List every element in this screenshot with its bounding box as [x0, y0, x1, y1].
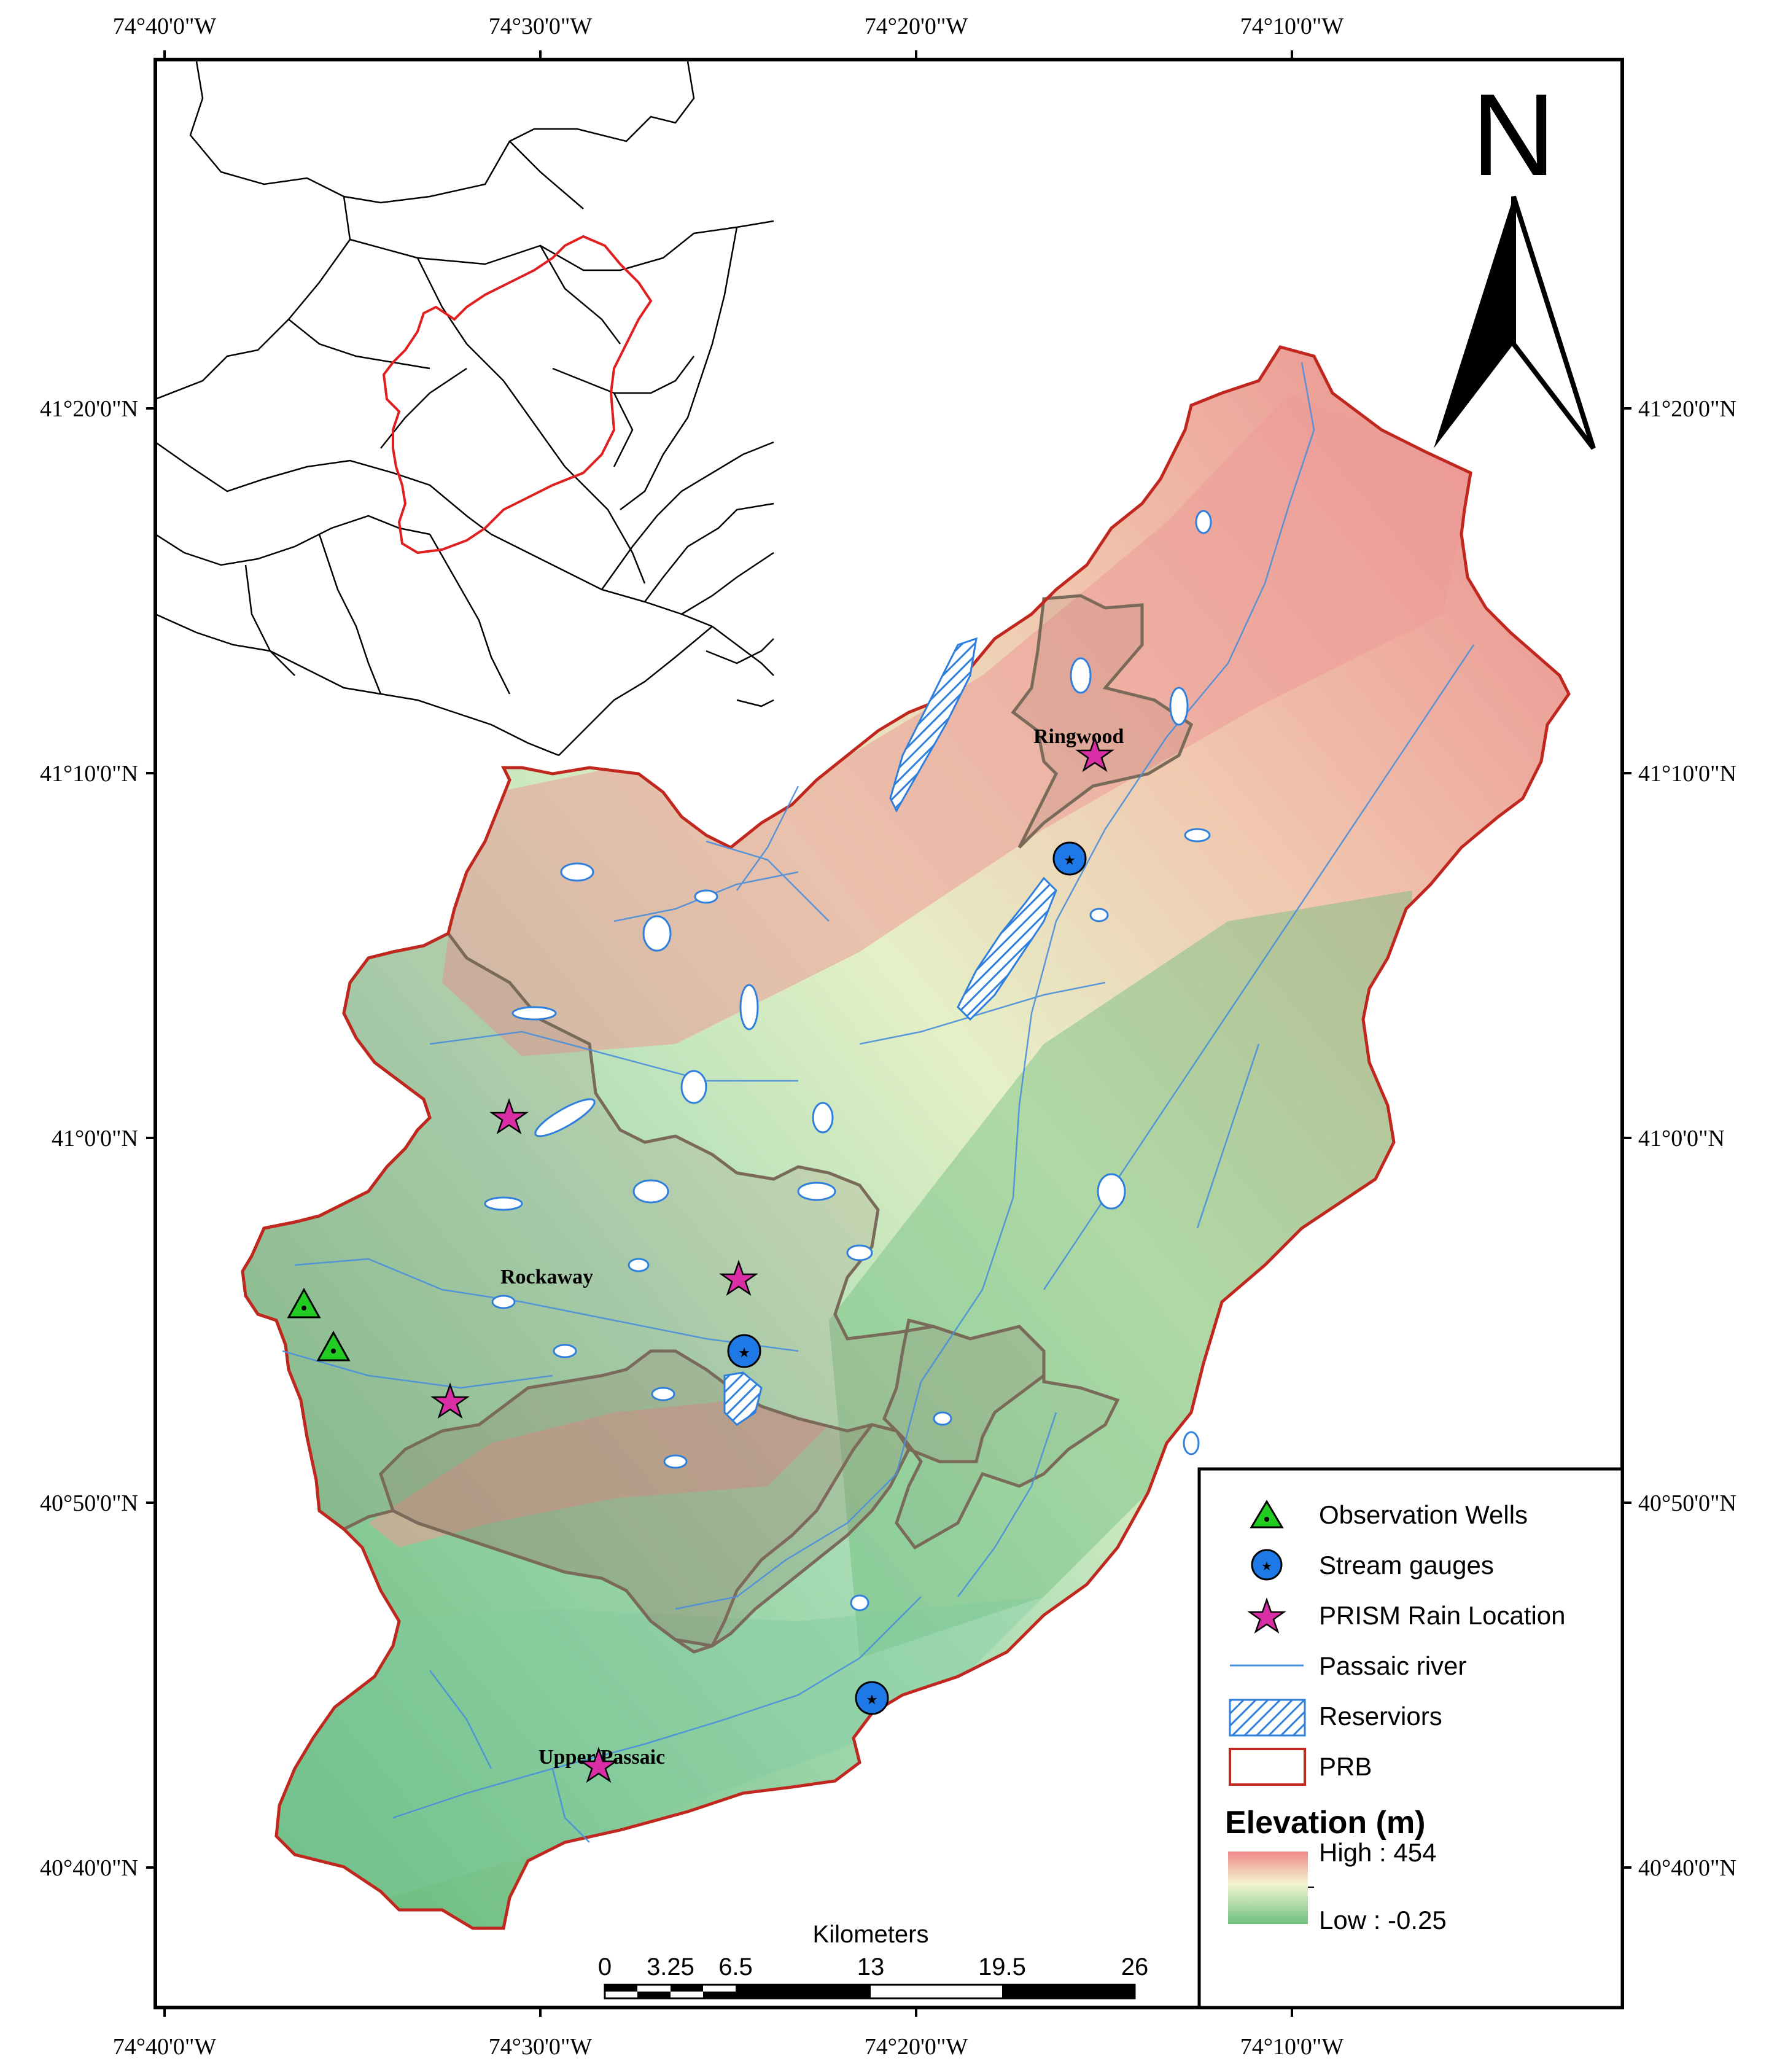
scale-tick-0: 0: [598, 1953, 612, 1980]
scale-tick-3: 13: [857, 1953, 885, 1980]
scale-tick-4: 19.5: [978, 1953, 1026, 1980]
lon-label-top-3: 74°20'0"W: [865, 14, 968, 39]
legend-high-label: High : 454: [1319, 1838, 1436, 1867]
svg-text:★: ★: [738, 1345, 750, 1360]
place-label-rockaway: Rockaway: [500, 1266, 593, 1288]
legend-prb-icon: [1229, 1748, 1306, 1786]
scale-tick-2: 6.5: [718, 1953, 753, 1980]
lat-label-left-1: 41°20'0"N: [40, 396, 138, 422]
prism-rain-markers: [430, 736, 1114, 1783]
lat-label-right-4: 40°50'0"N: [1638, 1490, 1736, 1516]
legend-low-label: Low : -0.25: [1319, 1906, 1447, 1934]
observation-well-markers: [287, 1287, 351, 1361]
lat-label-left-3: 41°0'0"N: [52, 1126, 138, 1151]
scale-tick-1: 3.25: [647, 1953, 694, 1980]
lon-label-top-4: 74°10'0"W: [1240, 14, 1344, 39]
reservoirs: [723, 637, 1057, 1426]
lon-label-bottom-4: 74°10'0"W: [1240, 2034, 1344, 2060]
lon-label-bottom-2: 74°30'0"W: [489, 2034, 593, 2060]
place-label-ringwood: Ringwood: [1033, 725, 1124, 748]
svg-text:★: ★: [1261, 1560, 1272, 1573]
legend-prism-rain-icon: [1247, 1597, 1286, 1634]
lat-label-left-5: 40°40'0"N: [40, 1855, 138, 1881]
lon-label-bottom-3: 74°20'0"W: [865, 2034, 968, 2060]
subwatershed-boundaries: [241, 594, 1194, 1654]
svg-text:★: ★: [866, 1692, 878, 1707]
map-legend: Observation Wells ★ Stream gauges PRISM …: [1197, 1467, 1624, 2009]
lat-label-left-4: 40°50'0"N: [40, 1490, 138, 1516]
legend-observation-well-icon: [1250, 1500, 1284, 1529]
lakes: [484, 510, 1212, 1611]
legend-label-prism-rain: PRISM Rain Location: [1319, 1601, 1566, 1630]
lat-label-right-2: 41°10'0"N: [1638, 761, 1736, 787]
legend-reservoir-icon: [1229, 1699, 1306, 1737]
graticule-labels: 74°40'0"W 74°30'0"W 74°20'0"W 74°10'0"W …: [40, 14, 1736, 2060]
legend-elevation-ramp: [1228, 1852, 1308, 1924]
svg-text:★: ★: [1063, 852, 1076, 868]
lon-label-top-1: 74°40'0"W: [113, 14, 217, 39]
scale-unit: Kilometers: [813, 1921, 929, 1948]
legend-label-observation-wells: Observation Wells: [1319, 1500, 1528, 1529]
prb-boundary: [241, 345, 1571, 1930]
lat-label-right-1: 41°20'0"N: [1638, 396, 1736, 422]
scale-bar: Kilometers 0 3.25 6.5 13 19.5 26: [598, 1921, 1149, 2000]
prb-watershed: Ringwood Rockaway Upper Passaic ★ ★ ★: [241, 345, 1571, 1930]
lon-label-bottom-1: 74°40'0"W: [113, 2034, 217, 2060]
lon-label-top-2: 74°30'0"W: [489, 14, 593, 39]
legend-label-passaic-river: Passaic river: [1319, 1651, 1466, 1680]
legend-label-reservoirs: Reserviors: [1319, 1702, 1442, 1731]
legend-label-stream-gauges: Stream gauges: [1319, 1551, 1494, 1579]
locator-inset-map: [155, 61, 774, 757]
legend-label-prb: PRB: [1319, 1752, 1372, 1781]
legend-elevation-title: Elevation (m): [1225, 1805, 1426, 1840]
legend-stream-gauge-icon: [1251, 1549, 1283, 1581]
lat-label-right-3: 41°0'0"N: [1638, 1126, 1725, 1151]
north-letter: N: [1471, 70, 1555, 200]
lat-label-right-5: 40°40'0"N: [1638, 1855, 1736, 1881]
scale-tick-5: 26: [1121, 1953, 1149, 1980]
stream-gauge-markers: ★ ★ ★: [727, 841, 1087, 1715]
north-arrow: N: [1434, 70, 1596, 450]
lat-label-left-2: 41°10'0"N: [40, 761, 138, 787]
